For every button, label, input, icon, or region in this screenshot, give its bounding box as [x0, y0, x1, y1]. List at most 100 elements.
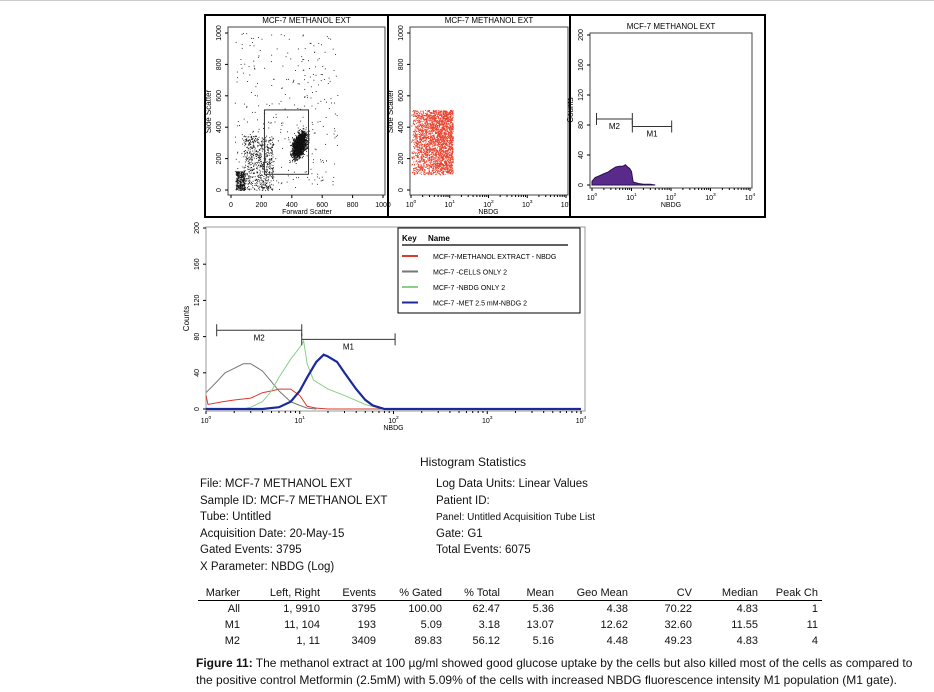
event-dot — [300, 120, 302, 122]
event-dot — [301, 136, 303, 137]
event-dot — [418, 116, 420, 118]
event-dot — [450, 114, 452, 116]
event-dot — [297, 141, 299, 143]
event-dot — [278, 103, 280, 105]
event-dot — [270, 166, 272, 168]
event-dot — [237, 185, 239, 187]
event-dot — [291, 147, 293, 149]
event-dot — [438, 153, 440, 155]
event-dot — [298, 133, 300, 135]
event-dot — [418, 170, 420, 172]
event-dot — [249, 164, 251, 166]
event-dot — [441, 140, 443, 142]
event-dot — [261, 184, 263, 186]
event-dot — [259, 145, 261, 146]
event-dot — [426, 129, 428, 131]
event-dot — [437, 168, 439, 170]
event-dot — [238, 174, 240, 175]
event-dot — [413, 114, 415, 116]
event-dot — [294, 159, 296, 161]
event-dot — [237, 173, 238, 175]
event-dot — [272, 143, 274, 145]
event-dot — [334, 113, 336, 115]
event-dot — [449, 168, 451, 170]
event-dot — [419, 142, 421, 144]
event-dot — [247, 81, 249, 82]
event-dot — [434, 165, 436, 167]
event-dot — [447, 141, 449, 143]
event-dot — [258, 142, 260, 144]
event-dot — [305, 143, 307, 145]
event-dot — [448, 163, 450, 165]
event-dot — [240, 178, 242, 180]
event-dot — [245, 144, 247, 146]
event-dot — [293, 158, 295, 160]
event-dot — [302, 135, 304, 137]
event-dot — [414, 140, 416, 142]
event-dot — [419, 148, 421, 150]
y-tick-label: 800 — [216, 58, 223, 70]
event-dot — [430, 166, 432, 168]
event-dot — [435, 140, 437, 142]
event-dot — [246, 173, 248, 175]
event-dot — [254, 111, 256, 113]
event-dot — [301, 143, 303, 145]
event-dot — [301, 56, 303, 58]
event-dot — [436, 147, 438, 149]
event-dot — [422, 138, 424, 140]
event-dot — [296, 159, 298, 161]
event-dot — [413, 173, 415, 175]
event-dot — [293, 159, 295, 161]
event-dot — [247, 146, 248, 148]
event-dot — [245, 152, 247, 154]
event-dot — [248, 143, 250, 145]
event-dot — [257, 161, 259, 163]
event-dot — [433, 134, 435, 136]
event-dot — [433, 142, 435, 144]
event-dot — [307, 133, 309, 135]
event-dot — [256, 158, 257, 160]
event-dot — [435, 152, 437, 154]
event-dot — [442, 113, 444, 115]
event-dot — [449, 148, 451, 150]
event-dot — [426, 165, 428, 167]
event-dot — [266, 185, 268, 187]
event-dot — [426, 118, 428, 120]
event-dot — [234, 171, 236, 173]
event-dot — [415, 114, 417, 116]
event-dot — [437, 129, 439, 131]
event-dot — [283, 35, 285, 37]
event-dot — [413, 172, 415, 174]
event-dot — [250, 164, 252, 166]
event-dot — [268, 153, 270, 155]
event-dot — [262, 128, 264, 129]
event-dot — [445, 158, 447, 160]
event-dot — [300, 131, 302, 133]
event-dot — [445, 144, 447, 146]
event-dot — [432, 171, 434, 173]
event-dot — [429, 142, 431, 144]
event-dot — [451, 139, 453, 141]
event-dot — [424, 121, 426, 123]
event-dot — [429, 150, 431, 152]
event-dot — [439, 145, 441, 147]
event-dot — [419, 170, 421, 172]
event-dot — [299, 135, 300, 137]
event-dot — [422, 155, 424, 157]
event-dot — [426, 114, 428, 116]
event-dot — [268, 161, 270, 163]
event-dot — [296, 139, 298, 141]
event-dot — [261, 141, 263, 143]
event-dot — [281, 166, 282, 168]
event-dot — [438, 127, 440, 129]
event-dot — [447, 167, 449, 169]
event-dot — [419, 136, 421, 138]
event-dot — [423, 143, 425, 145]
event-dot — [447, 159, 449, 161]
event-dot — [416, 116, 418, 118]
event-dot — [302, 147, 304, 149]
event-dot — [438, 120, 440, 122]
event-dot — [239, 185, 241, 187]
x-axis-label: Forward Scatter — [282, 209, 332, 216]
event-dot — [305, 149, 307, 151]
